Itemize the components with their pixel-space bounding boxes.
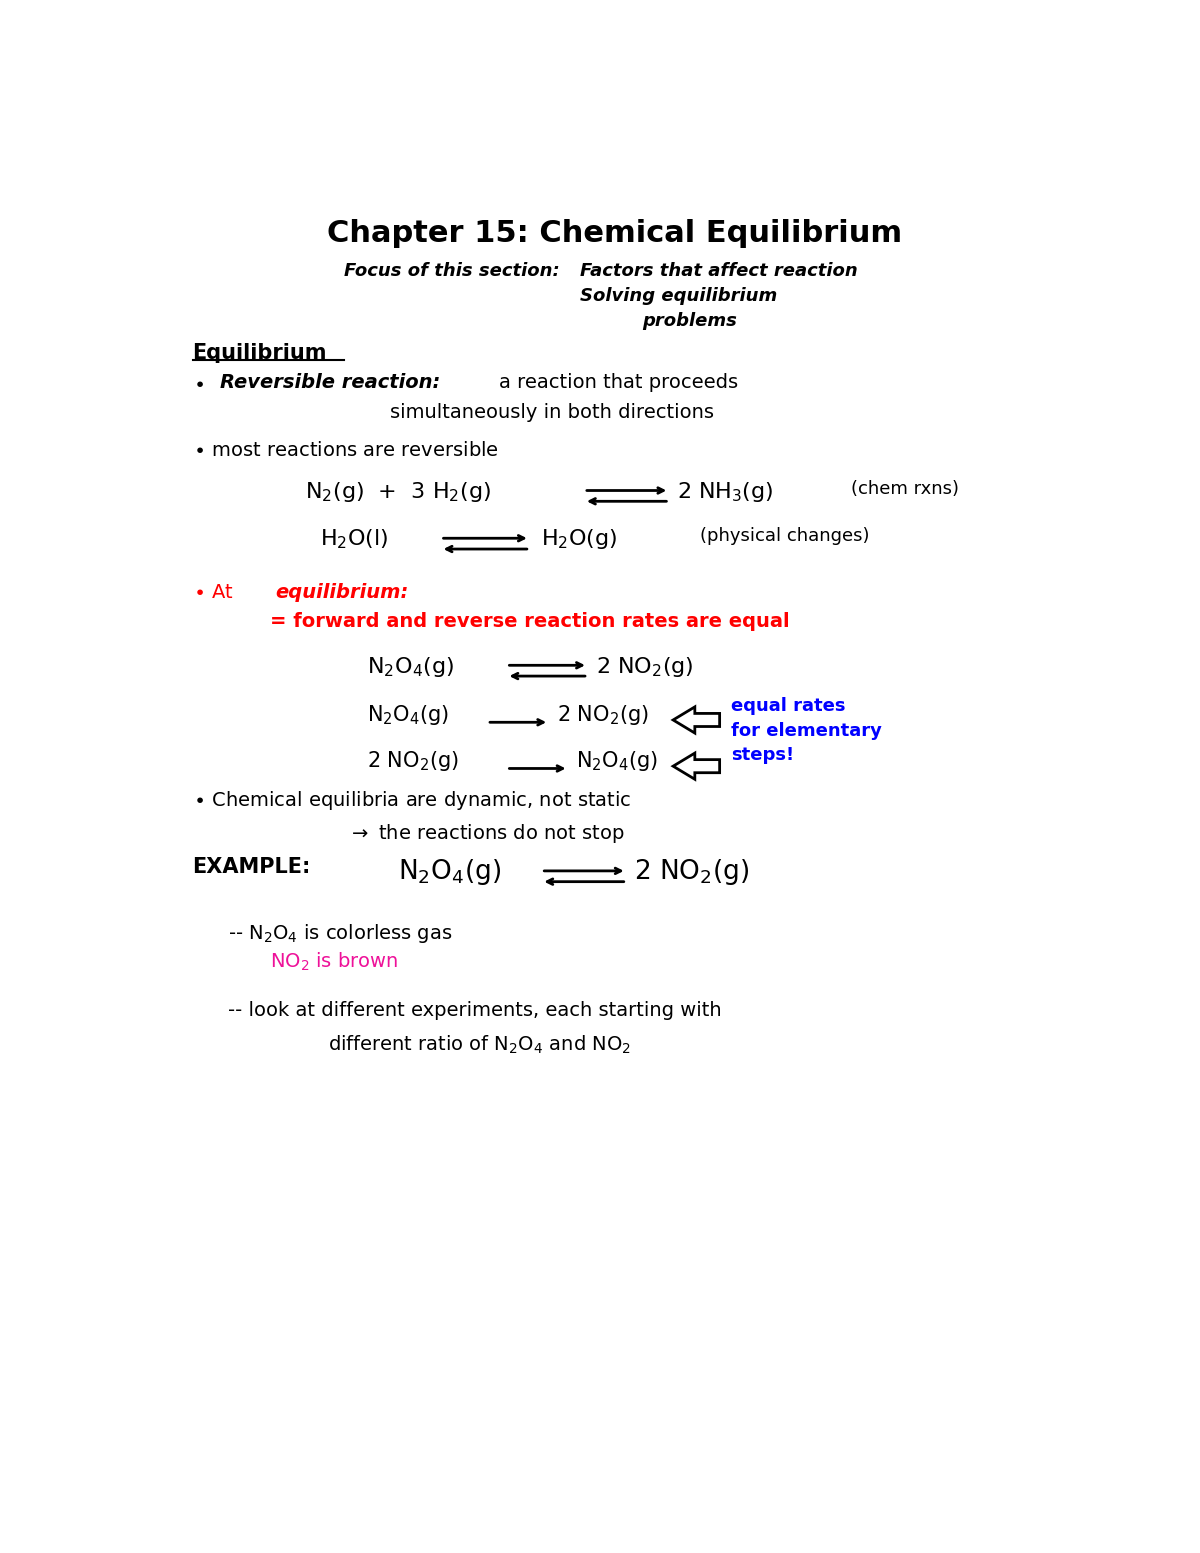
Text: N$_2$O$_4$(g): N$_2$O$_4$(g): [367, 704, 449, 727]
FancyArrow shape: [673, 707, 720, 733]
Text: for elementary: for elementary: [731, 722, 882, 739]
Text: N$_2$O$_4$(g): N$_2$O$_4$(g): [576, 749, 659, 773]
Text: 2 NO$_2$(g): 2 NO$_2$(g): [367, 749, 458, 773]
Text: different ratio of N$_2$O$_4$ and NO$_2$: different ratio of N$_2$O$_4$ and NO$_2$: [329, 1033, 631, 1056]
Text: (physical changes): (physical changes): [701, 528, 870, 545]
Text: equal rates: equal rates: [731, 697, 846, 714]
Text: N$_2$(g)  +  3 H$_2$(g): N$_2$(g) + 3 H$_2$(g): [305, 480, 491, 503]
Text: Chapter 15: Chemical Equilibrium: Chapter 15: Chemical Equilibrium: [328, 219, 902, 248]
Text: a reaction that proceeds: a reaction that proceeds: [499, 373, 738, 393]
Text: 2 NO$_2$(g): 2 NO$_2$(g): [595, 654, 694, 679]
Text: Reversible reaction:: Reversible reaction:: [220, 373, 440, 393]
FancyArrow shape: [673, 753, 720, 780]
Text: = forward and reverse reaction rates are equal: = forward and reverse reaction rates are…: [270, 612, 790, 631]
Text: N$_2$O$_4$(g): N$_2$O$_4$(g): [367, 654, 454, 679]
Text: Solving equilibrium: Solving equilibrium: [580, 287, 778, 306]
Text: $\bullet$ Chemical equilibria are dynamic, not static: $\bullet$ Chemical equilibria are dynami…: [193, 789, 631, 812]
Text: NO$_2$ is brown: NO$_2$ is brown: [270, 950, 398, 974]
Text: problems: problems: [642, 312, 737, 329]
Text: Factors that affect reaction: Factors that affect reaction: [580, 262, 858, 280]
Text: Focus of this section:: Focus of this section:: [343, 262, 559, 280]
Text: 2 NO$_2$(g): 2 NO$_2$(g): [557, 704, 649, 727]
Text: H$_2$O(g): H$_2$O(g): [541, 528, 618, 551]
Text: -- look at different experiments, each starting with: -- look at different experiments, each s…: [228, 1002, 721, 1020]
Text: EXAMPLE:: EXAMPLE:: [193, 857, 311, 877]
Text: N$_2$O$_4$(g): N$_2$O$_4$(g): [398, 857, 502, 887]
Text: $\bullet$: $\bullet$: [193, 373, 204, 393]
Text: 2 NO$_2$(g): 2 NO$_2$(g): [635, 857, 750, 887]
Text: 2 NH$_3$(g): 2 NH$_3$(g): [677, 480, 773, 503]
Text: Equilibrium: Equilibrium: [193, 343, 328, 363]
Text: H$_2$O(l): H$_2$O(l): [320, 528, 389, 551]
Text: $\rightarrow$ the reactions do not stop: $\rightarrow$ the reactions do not stop: [348, 822, 624, 845]
Text: equilibrium:: equilibrium:: [276, 582, 409, 603]
Text: -- N$_2$O$_4$ is colorless gas: -- N$_2$O$_4$ is colorless gas: [228, 922, 452, 944]
Text: $\bullet$ most reactions are reversible: $\bullet$ most reactions are reversible: [193, 441, 498, 460]
Text: $\bullet$ At: $\bullet$ At: [193, 582, 234, 603]
Text: (chem rxns): (chem rxns): [851, 480, 959, 497]
Text: steps!: steps!: [731, 745, 794, 764]
Text: simultaneously in both directions: simultaneously in both directions: [390, 402, 714, 422]
